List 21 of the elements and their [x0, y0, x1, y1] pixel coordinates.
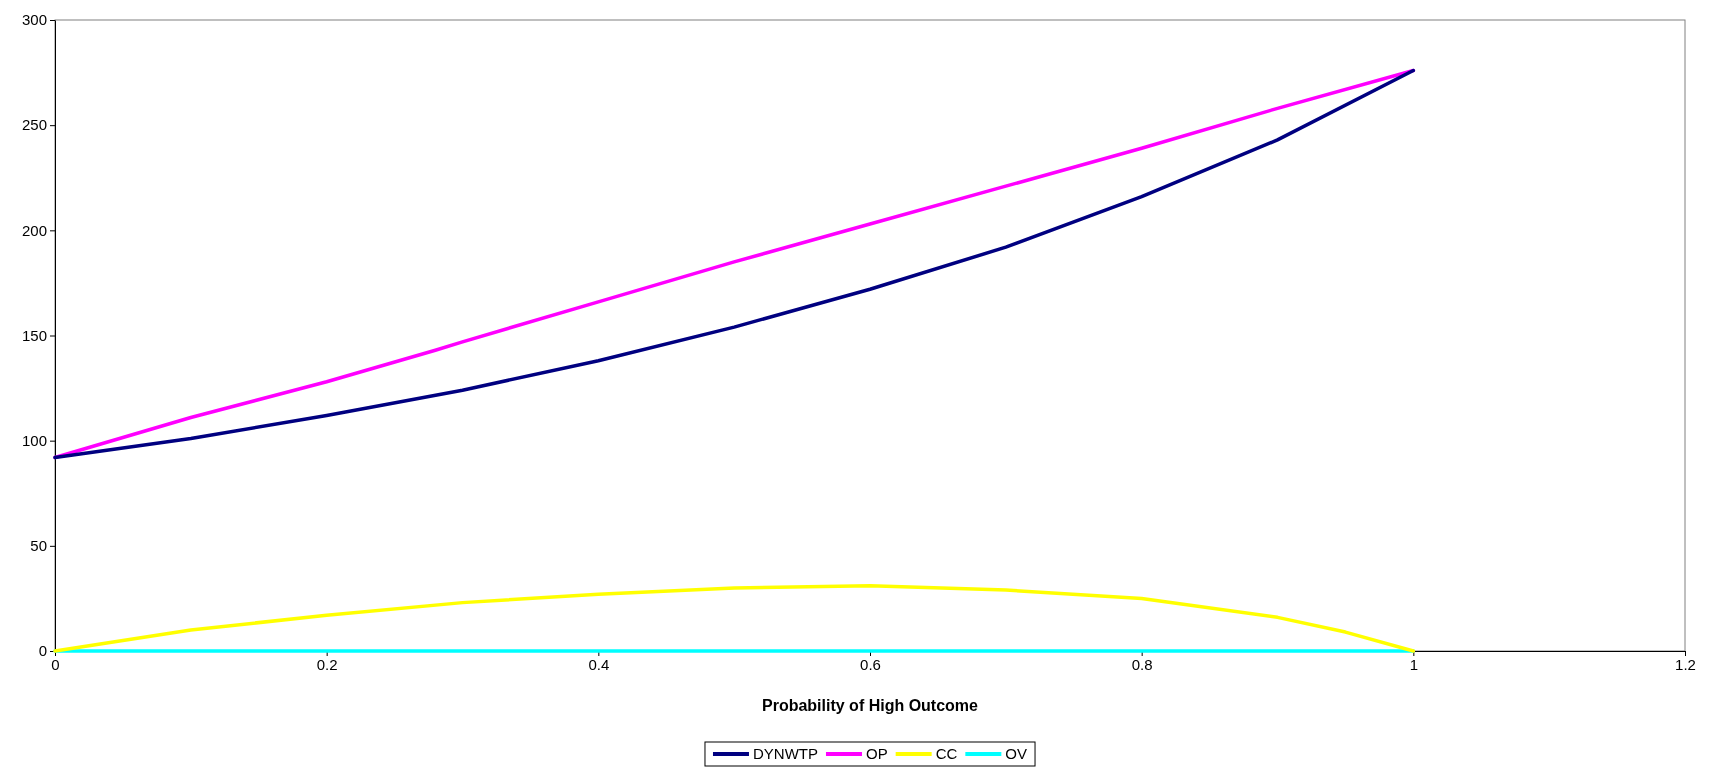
y-tick-label: 50: [30, 537, 47, 555]
legend-label: CC: [935, 745, 958, 762]
legend-label: DYNWTP: [752, 745, 818, 762]
x-tick-label: 0.8: [1131, 655, 1153, 673]
x-tick-label: 0.2: [316, 655, 338, 673]
line-series: [53, 584, 1416, 653]
y-tick-label: 200: [21, 221, 47, 239]
x-tick-label: 0: [51, 655, 60, 673]
x-tick-label: 1: [1409, 655, 1419, 673]
y-tick-label: 150: [21, 326, 47, 344]
y-tick-label: 100: [21, 431, 47, 449]
y-tick-label: 0: [38, 642, 47, 660]
legend-label: OP: [865, 745, 888, 762]
x-tick-label: 0.4: [588, 655, 610, 673]
y-tick-label: 300: [21, 11, 47, 29]
line-series: [53, 68, 1416, 460]
x-tick-label: 0.6: [860, 655, 881, 673]
x-axis-title: Probability of High Outcome: [761, 697, 979, 714]
y-tick-label: 250: [21, 116, 47, 134]
x-tick-label: 1.2: [1675, 655, 1696, 673]
legend-label: OV: [1005, 745, 1028, 762]
